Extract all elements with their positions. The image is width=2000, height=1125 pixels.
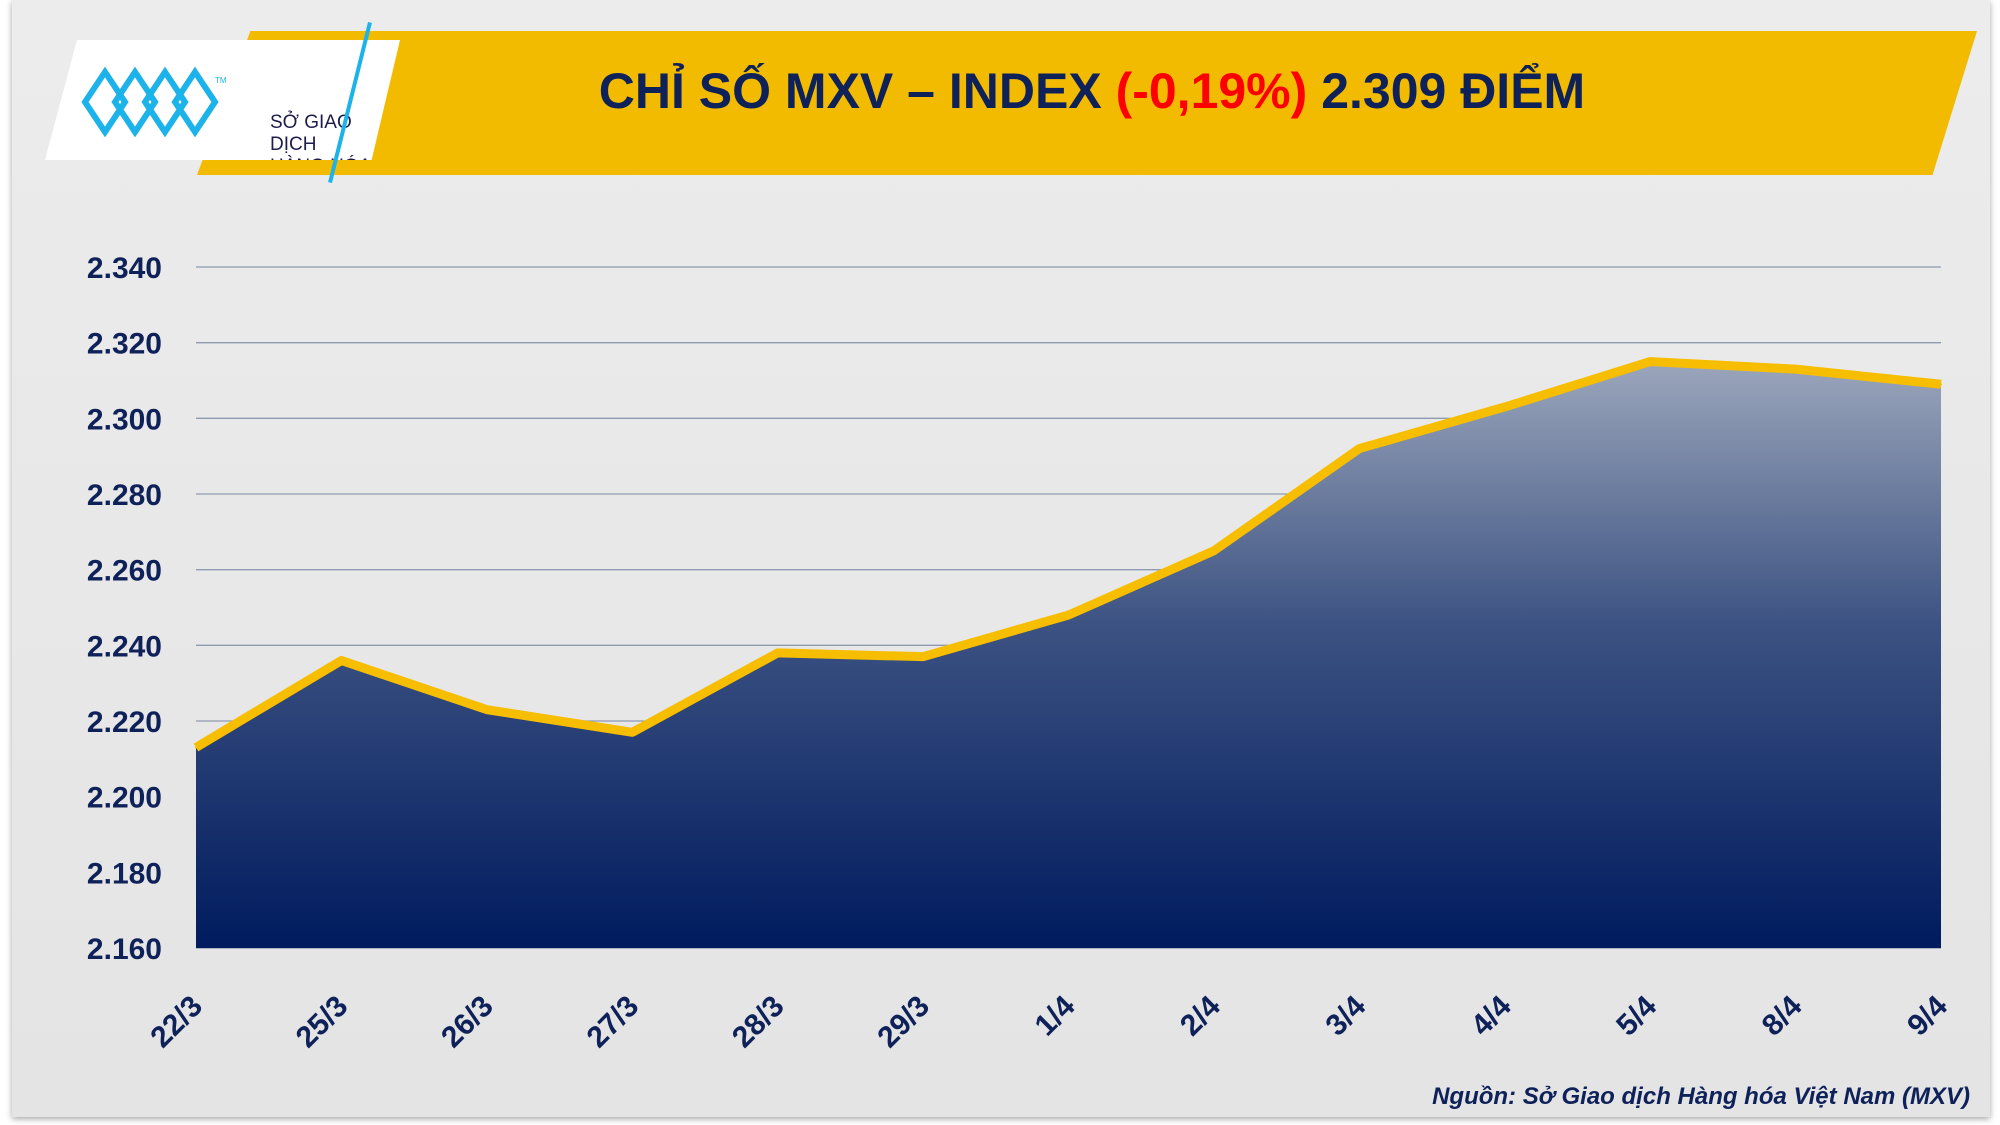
y-tick-label: 2.280 bbox=[87, 479, 162, 512]
data-point bbox=[195, 746, 197, 749]
data-point bbox=[922, 655, 925, 658]
data-point bbox=[485, 708, 488, 711]
area-fill bbox=[196, 361, 1941, 948]
logo-trademark: TM bbox=[215, 76, 227, 85]
x-tick-label: 29/3 bbox=[871, 990, 936, 1055]
title-change: (-0,19%) bbox=[1115, 63, 1308, 119]
x-tick-label: 25/3 bbox=[290, 990, 355, 1055]
title-value: 2.309 ĐIỂM bbox=[1307, 63, 1586, 119]
y-tick-label: 2.260 bbox=[87, 555, 162, 588]
y-tick-label: 2.180 bbox=[87, 857, 162, 890]
data-point bbox=[340, 659, 343, 662]
data-point bbox=[1940, 383, 1942, 386]
y-tick-label: 2.340 bbox=[87, 252, 162, 285]
data-point bbox=[1794, 368, 1797, 371]
logo-line-1: SỞ GIAO DỊCH bbox=[270, 112, 352, 155]
x-tick-label: 22/3 bbox=[144, 990, 209, 1055]
logo-text: SỞ GIAO DỊCH HÀNG HÓA VIỆT NAM bbox=[270, 112, 400, 160]
data-point bbox=[1067, 614, 1070, 617]
x-tick-label: 4/4 bbox=[1465, 989, 1518, 1042]
source-note: Nguồn: Sở Giao dịch Hàng hóa Việt Nam (M… bbox=[1432, 1083, 1970, 1110]
data-point bbox=[1649, 360, 1652, 363]
data-point bbox=[1212, 549, 1215, 552]
data-point bbox=[1358, 447, 1361, 450]
x-tick-label: 27/3 bbox=[581, 990, 646, 1055]
title-band bbox=[197, 31, 1977, 175]
x-tick-label: 9/4 bbox=[1901, 989, 1954, 1042]
x-tick-label: 3/4 bbox=[1319, 989, 1372, 1042]
data-point bbox=[631, 731, 634, 734]
mxv-logo-icon bbox=[81, 66, 219, 138]
y-tick-label: 2.240 bbox=[87, 630, 162, 663]
x-tick-label: 1/4 bbox=[1029, 989, 1082, 1042]
y-tick-label: 2.200 bbox=[87, 782, 162, 815]
chart-title: CHỈ SỐ MXV – INDEX (-0,19%) 2.309 ĐIỂM bbox=[432, 62, 1752, 120]
data-point bbox=[776, 651, 779, 654]
x-tick-label: 2/4 bbox=[1174, 989, 1227, 1042]
logo-line-2: HÀNG HÓA bbox=[270, 156, 400, 160]
data-point bbox=[1503, 405, 1506, 408]
y-tick-label: 2.220 bbox=[87, 706, 162, 739]
y-tick-label: 2.320 bbox=[87, 328, 162, 361]
y-tick-label: 2.300 bbox=[87, 403, 162, 436]
x-tick-label: 28/3 bbox=[726, 990, 791, 1055]
y-tick-label: 2.160 bbox=[87, 933, 162, 966]
x-tick-label: 8/4 bbox=[1756, 989, 1809, 1042]
x-tick-label: 26/3 bbox=[435, 990, 500, 1055]
x-tick-label: 5/4 bbox=[1610, 989, 1663, 1042]
title-prefix: CHỈ SỐ MXV – INDEX bbox=[598, 63, 1116, 119]
